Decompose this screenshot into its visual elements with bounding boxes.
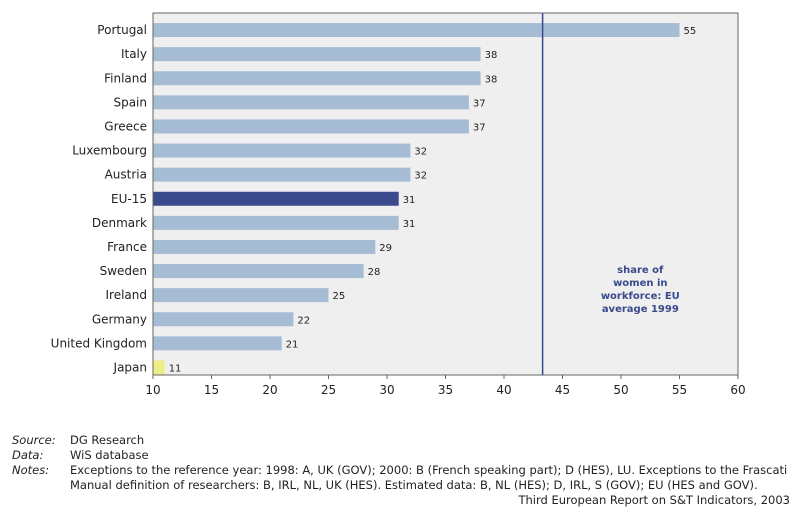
value-label-greece: 37 [473,122,486,133]
bar-denmark [153,215,399,230]
value-label-spain: 37 [473,98,486,109]
bar-chart: Portugal Italy Finland Spain Greece Luxembour… [51,12,746,397]
category-label-austria: Austria [105,168,147,182]
category-label-germany: Germany [92,312,147,326]
bar-united-kingdom [153,336,282,351]
reference-line-label: share of women in workforce: EU average 199… [601,265,680,315]
value-label-ireland: 25 [333,291,346,302]
value-label-austria: 32 [414,171,427,182]
bar-portugal [153,23,680,38]
bar-italy [153,47,481,62]
value-label-finland: 38 [485,74,498,85]
x-tick-label: 55 [672,383,687,397]
category-label-denmark: Denmark [92,216,147,230]
notes-key: Notes: [12,463,50,477]
category-label-luxembourg: Luxembourg [72,144,147,158]
category-label-spain: Spain [113,95,147,109]
category-label-finland: Finland [104,71,147,85]
reference-label-line: average 1999 [602,304,679,315]
value-label-portugal: 55 [684,26,697,37]
value-label-japan: 11 [169,363,182,374]
x-tick-label: 15 [204,383,219,397]
category-label-japan: Japan [113,360,147,374]
value-label-eu-15: 31 [403,195,416,206]
bar-sweden [153,264,364,279]
report-credit: Third European Report on S&T Indicators,… [518,493,790,507]
category-label-eu-15: EU-15 [111,192,147,206]
x-tick-label: 20 [262,383,277,397]
bar-finland [153,71,481,86]
bar-germany [153,312,294,327]
bar-luxembourg [153,143,411,158]
value-label-sweden: 28 [368,267,381,278]
reference-label-line: share of [617,265,664,276]
chart-footer: Source: DG Research Data: WiS database N… [12,433,790,508]
bar-greece [153,119,469,134]
source-key: Source: [12,433,56,447]
notes-line-2: Manual definition of researchers: B, IRL… [70,478,758,492]
x-tick-label: 45 [555,383,570,397]
value-label-italy: 38 [485,50,498,61]
bar-japan [153,360,165,375]
value-label-luxembourg: 32 [414,147,427,158]
value-label-france: 29 [379,243,392,254]
category-label-portugal: Portugal [97,23,147,37]
bar-spain [153,95,469,110]
category-label-italy: Italy [121,47,147,61]
bar-ireland [153,288,329,303]
x-tick-label: 50 [613,383,628,397]
category-label-sweden: Sweden [100,264,147,278]
reference-label-line: workforce: EU [601,291,680,302]
value-label-united-kingdom: 21 [286,339,299,350]
x-tick-label: 35 [438,383,453,397]
value-label-germany: 22 [297,315,310,326]
bar-france [153,239,376,254]
bar-eu-15 [153,191,399,206]
x-tick-label: 60 [730,383,745,397]
notes-line-1: Exceptions to the reference year: 1998: … [70,463,788,477]
x-tick-label: 30 [379,383,394,397]
category-label-united-kingdom: United Kingdom [51,336,147,350]
category-label-france: France [107,240,147,254]
bar-austria [153,167,411,182]
value-label-denmark: 31 [403,219,416,230]
category-label-ireland: Ireland [105,288,147,302]
data-value: WiS database [70,448,149,462]
category-label-greece: Greece [104,119,147,133]
x-tick-label: 10 [145,383,160,397]
x-tick-label: 25 [321,383,336,397]
data-key: Data: [12,448,44,462]
reference-label-line: women in [613,278,667,289]
x-tick-label: 40 [496,383,511,397]
source-value: DG Research [70,433,145,447]
